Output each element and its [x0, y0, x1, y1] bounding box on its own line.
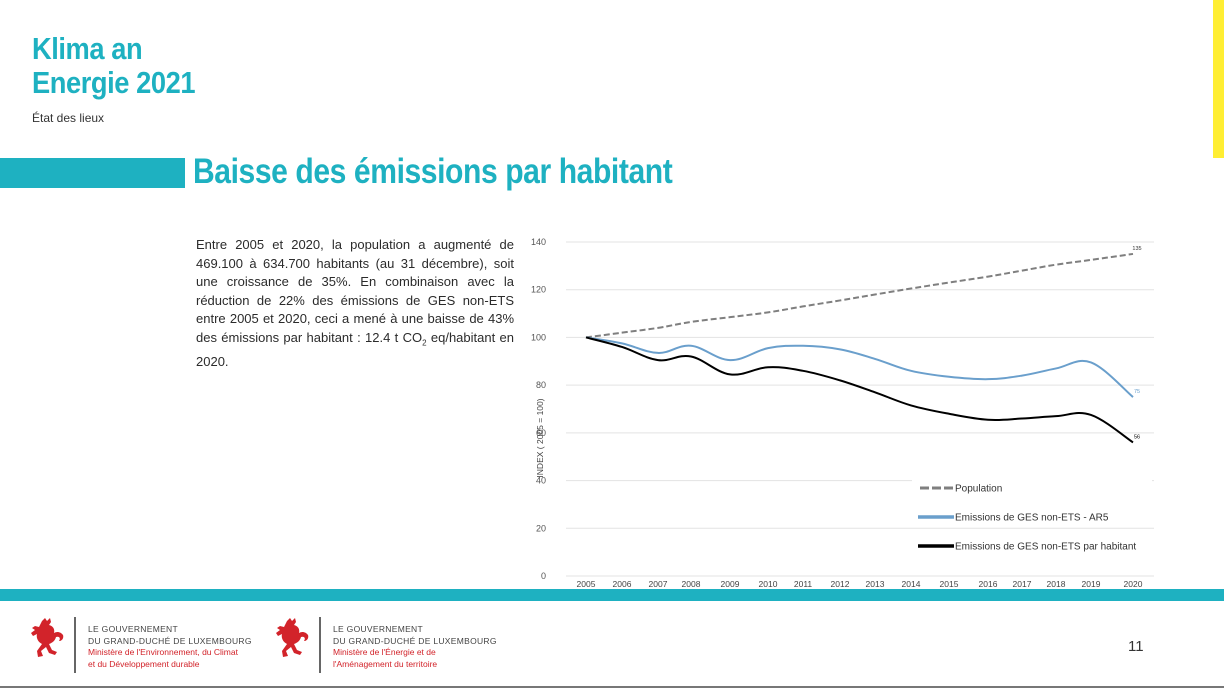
x-tick-label: 2005 — [577, 579, 596, 589]
ministry-line1: Ministère de l'Énergie et de — [333, 647, 436, 657]
y-tick-label: 0 — [541, 571, 546, 581]
x-tick-label: 2008 — [682, 579, 701, 589]
logo-text: LE GOUVERNEMENT DU GRAND-DUCHÉ DE LUXEMB… — [333, 624, 497, 670]
y-tick-label: 40 — [536, 476, 546, 486]
end-data-label: 56 — [1134, 434, 1140, 440]
brand-subtitle: État des lieux — [32, 111, 105, 125]
x-tick-labels: 2005 2006 2007 2008 2009 2010 2011 2012 2013 2014… — [577, 579, 1143, 589]
legend-label: Population — [955, 484, 1002, 495]
section-title: Baisse des émissions par habitant — [193, 152, 673, 191]
footer-rule — [0, 686, 1224, 688]
population-line — [585, 252, 1134, 339]
x-tick-label: 2007 — [649, 579, 668, 589]
x-tick-label: 2012 — [831, 579, 850, 589]
x-tick-label: 2006 — [613, 579, 632, 589]
brand-title: Klima an Energie 2021 — [32, 31, 196, 100]
body-paragraph: Entre 2005 et 2020, la population a augm… — [196, 236, 514, 371]
ministry-line1: Ministère de l'Environnement, du Climat — [88, 647, 238, 657]
paragraph-end: eq/habitant en 2020. — [196, 329, 514, 369]
emissions-ars-line — [585, 336, 1134, 398]
x-tick-label: 2015 — [940, 579, 959, 589]
y-axis-label: INDEX ( 2005 = 100) — [535, 398, 545, 477]
ministry-line2: l'Aménagement du territoire — [333, 658, 438, 669]
x-tick-label: 2019 — [1082, 579, 1101, 589]
end-data-label: 135 — [1132, 246, 1141, 252]
gov-line1: LE GOUVERNEMENT — [88, 624, 178, 634]
logo-divider — [319, 617, 321, 673]
y-tick-label: 20 — [536, 523, 546, 533]
series-layer: 135 75 56 — [585, 246, 1142, 444]
paragraph-main: Entre 2005 et 2020, la population a augm… — [196, 237, 514, 345]
x-tick-label: 2016 — [979, 579, 998, 589]
ministry-line2: et du Développement durable — [88, 658, 200, 669]
government-logo-environment: LE GOUVERNEMENT DU GRAND-DUCHÉ DE LUXEMB… — [28, 617, 252, 673]
y-tick-label: 100 — [531, 332, 546, 342]
brand-title-line1: Klima an — [32, 31, 143, 66]
co2-subscript: 2 — [422, 338, 427, 348]
x-tick-label: 2013 — [866, 579, 885, 589]
accent-bar — [1213, 0, 1224, 158]
logo-text: LE GOUVERNEMENT DU GRAND-DUCHÉ DE LUXEMB… — [88, 624, 252, 670]
legend-bg — [912, 479, 1152, 495]
x-tick-label: 2011 — [794, 579, 813, 589]
gov-line2: DU GRAND-DUCHÉ DE LUXEMBOURG — [333, 635, 497, 646]
section-marker-bar — [0, 158, 185, 188]
legend-bg — [912, 537, 1152, 553]
red-lion-icon — [31, 618, 64, 657]
brand-title-line2: Energie 2021 — [32, 65, 196, 100]
end-data-label: 75 — [1134, 389, 1140, 395]
y-tick-label: 80 — [536, 380, 546, 390]
x-tick-label: 2014 — [902, 579, 921, 589]
page-number: 11 — [1128, 638, 1144, 655]
x-tick-label: 2010 — [759, 579, 778, 589]
x-tick-label: 2018 — [1047, 579, 1066, 589]
footer-band — [0, 589, 1224, 601]
legend-bg — [912, 508, 1152, 524]
legend-label: Emissions de GES non-ETS - AR5 — [955, 513, 1109, 524]
logo-divider — [74, 617, 76, 673]
y-tick-label: 140 — [531, 237, 546, 247]
emissions-per-capita-line — [585, 336, 1134, 444]
gov-line2: DU GRAND-DUCHÉ DE LUXEMBOURG — [88, 635, 252, 646]
y-tick-label: 120 — [531, 285, 546, 295]
x-tick-label: 2009 — [721, 579, 740, 589]
government-logo-energy: LE GOUVERNEMENT DU GRAND-DUCHÉ DE LUXEMB… — [273, 617, 497, 673]
chart-legend: Population Emissions de GES non-ETS - AR5… — [912, 479, 1152, 553]
gov-line1: LE GOUVERNEMENT — [333, 624, 423, 634]
y-tick-label: 60 — [536, 428, 546, 438]
grid-layer — [566, 241, 1154, 577]
x-tick-label: 2017 — [1013, 579, 1032, 589]
legend-label: Emissions de GES non-ETS par habitant — [955, 542, 1136, 553]
x-tick-label: 2020 — [1124, 579, 1143, 589]
y-tick-labels: 0 20 40 60 80 100 120 140 — [531, 237, 546, 581]
red-lion-icon — [276, 618, 309, 657]
